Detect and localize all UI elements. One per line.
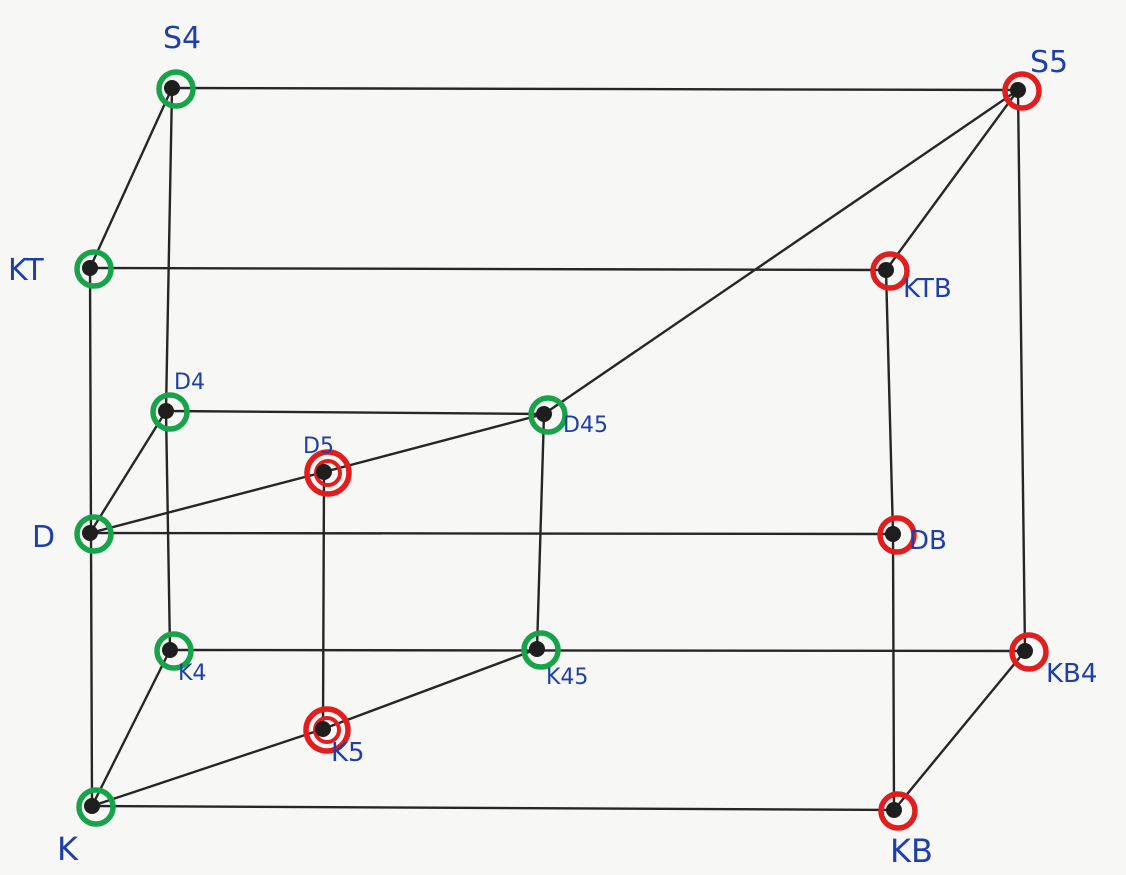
- edge-k-k5: [90, 727, 325, 808]
- edge-ktb-db: [884, 268, 895, 536]
- node-ring-s4: [156, 69, 196, 109]
- node-label-kt: KT: [8, 253, 44, 288]
- edge-s4-d4: [164, 86, 174, 413]
- edge-k5-k45: [321, 647, 539, 731]
- node-label-s4: S4: [163, 21, 201, 56]
- edge-s5-ktb: [884, 88, 1020, 272]
- edge-kb-kb4: [892, 649, 1027, 812]
- edge-s4-kt: [88, 86, 174, 270]
- node-label-d45: D45: [563, 413, 608, 438]
- nodes-layer: [74, 69, 1049, 831]
- edge-d-db: [88, 531, 895, 536]
- node-ring-d5: [304, 449, 352, 497]
- labels-layer: S4 S5 KT KTB D4 D45 D5 D DB K4 K45 KB4 K5 K KB: [8, 21, 1097, 870]
- edge-d4-d45: [164, 409, 546, 416]
- node-ring-ktb: [870, 251, 910, 291]
- node-label-s5: S5: [1030, 45, 1068, 80]
- node-k5: [303, 706, 351, 754]
- node-ring-d: [74, 514, 114, 554]
- node-db: [877, 515, 917, 555]
- node-k45: [521, 630, 561, 670]
- node-dot-d4: [158, 403, 174, 419]
- node-ring-k4: [154, 631, 194, 671]
- edge-d4-d: [88, 409, 168, 535]
- node-dot-k4: [162, 642, 178, 658]
- node-kb: [878, 791, 918, 831]
- node-s5: [1002, 71, 1042, 111]
- node-ring-s5: [1002, 71, 1042, 111]
- node-label-kb4: KB4: [1046, 659, 1097, 689]
- node-d5: [304, 449, 352, 497]
- edge-k4-kb4: [168, 648, 1027, 653]
- node-ring-d4: [150, 392, 190, 432]
- node-label-d: D: [32, 520, 55, 555]
- edge-kt-ktb: [88, 266, 888, 272]
- node-s4: [156, 69, 196, 109]
- node-ring-k45: [521, 630, 561, 670]
- node-label-k4: K4: [178, 661, 206, 686]
- node-dot-ktb: [878, 262, 894, 278]
- node-dot-k: [84, 798, 100, 814]
- edge-d-d5: [88, 470, 326, 535]
- node-dot-d: [82, 525, 98, 541]
- node-ring-db: [877, 515, 917, 555]
- node-d: [74, 514, 114, 554]
- edge-d45-k45: [535, 412, 546, 651]
- edge-db-kb: [891, 532, 896, 812]
- edge-s4-s5: [170, 86, 1020, 92]
- node-label-kb: KB: [890, 832, 933, 870]
- node-dot-db: [885, 526, 901, 542]
- node-label-d4: D4: [174, 370, 205, 395]
- node-ktb: [870, 251, 910, 291]
- node-dot-kt: [82, 260, 98, 276]
- node-kt: [74, 249, 114, 289]
- node-dot-kb: [886, 802, 902, 818]
- node-kb4: [1009, 632, 1049, 672]
- node-inner-ring-d5: [314, 459, 342, 487]
- node-label-k45: K45: [546, 665, 588, 690]
- node-label-k5: K5: [331, 738, 365, 768]
- node-ring-kb: [878, 791, 918, 831]
- node-label-ktb: KTB: [903, 274, 952, 304]
- edge-d5-d45: [322, 412, 546, 474]
- edges-layer: [88, 86, 1027, 812]
- edge-s5-kb4: [1016, 88, 1027, 653]
- node-dot-k45: [529, 641, 545, 657]
- node-dot-d45: [536, 406, 552, 422]
- node-dot-d5: [316, 464, 332, 480]
- node-ring-kt: [74, 249, 114, 289]
- node-label-d5: D5: [303, 434, 334, 459]
- node-d4: [150, 392, 190, 432]
- edge-d5-k5: [321, 470, 326, 731]
- node-d45: [528, 395, 568, 435]
- node-dot-k5: [315, 721, 331, 737]
- node-dot-s4: [164, 80, 180, 96]
- node-label-k: K: [57, 830, 79, 868]
- node-ring-d45: [528, 395, 568, 435]
- edge-s5-d45: [542, 88, 1020, 416]
- node-ring-kb4: [1009, 632, 1049, 672]
- node-dot-s5: [1010, 82, 1026, 98]
- edge-d4-k4: [164, 409, 172, 652]
- edge-k4-k: [90, 648, 172, 808]
- node-label-db: DB: [909, 526, 947, 556]
- node-ring-k: [76, 787, 116, 827]
- node-k4: [154, 631, 194, 671]
- edge-k-kb: [90, 804, 896, 812]
- node-k: [76, 787, 116, 827]
- node-ring-k5: [303, 706, 351, 754]
- node-dot-kb4: [1017, 643, 1033, 659]
- node-inner-ring-k5: [313, 716, 341, 744]
